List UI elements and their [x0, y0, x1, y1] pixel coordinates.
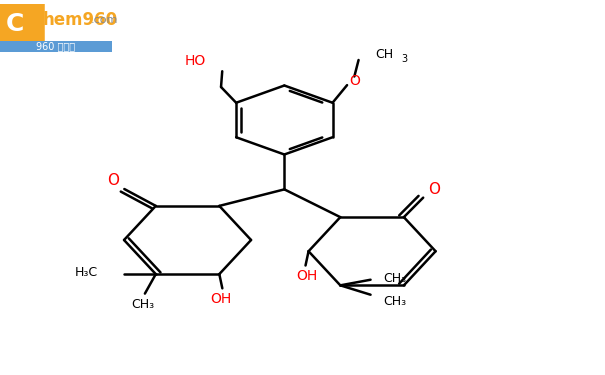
Text: O: O — [108, 173, 119, 188]
Text: 3: 3 — [402, 54, 408, 64]
Text: C: C — [5, 12, 24, 36]
Text: CH₃: CH₃ — [383, 272, 407, 285]
Text: O: O — [349, 74, 360, 88]
Text: OH: OH — [210, 292, 231, 306]
Text: CH₃: CH₃ — [383, 295, 407, 307]
Text: .com: .com — [90, 15, 118, 25]
Text: hem960: hem960 — [42, 11, 117, 29]
Text: 960 化工网: 960 化工网 — [36, 41, 76, 51]
Text: OH: OH — [296, 269, 318, 283]
Text: O: O — [428, 182, 440, 197]
Text: CH: CH — [376, 48, 394, 60]
Bar — [0, 41, 112, 52]
Text: H₃C: H₃C — [75, 266, 99, 279]
FancyBboxPatch shape — [0, 3, 45, 45]
Text: HO: HO — [185, 54, 206, 68]
Text: CH₃: CH₃ — [131, 298, 154, 311]
